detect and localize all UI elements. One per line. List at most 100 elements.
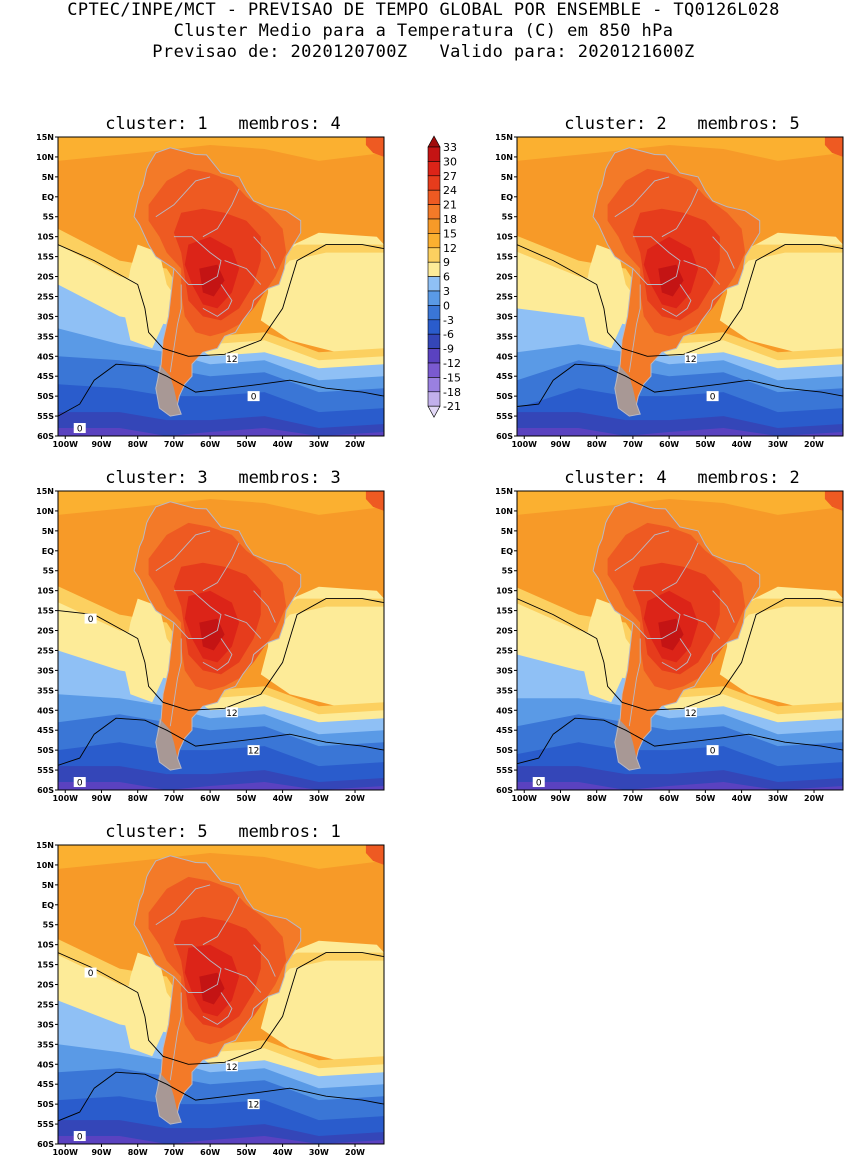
lat-tick-label: EQ <box>42 193 54 202</box>
country-border <box>661 188 699 238</box>
map-frame <box>57 136 385 437</box>
panel-2-title: cluster: 2 membros: 5 <box>564 114 800 134</box>
lat-tick-label: 5N <box>42 173 54 182</box>
lon-tick-label: 80W <box>128 440 148 449</box>
lat-tick-label: 5N <box>501 173 513 182</box>
lat-tick-label: 45S <box>496 726 513 735</box>
lat-tick-label: 55S <box>37 1120 54 1129</box>
country-border <box>683 260 721 285</box>
lat-tick-label: 15N <box>36 133 54 142</box>
lat-tick-label: 20S <box>496 627 513 636</box>
contour-0 <box>517 363 843 407</box>
lat-tick-label: 10S <box>37 941 54 950</box>
lat-tick-label: 35S <box>496 332 513 341</box>
lon-tick-label: 60W <box>659 440 679 449</box>
lon-tick-label: 30W <box>309 440 329 449</box>
colorbar-box <box>427 290 441 306</box>
contour-label: 0 <box>251 393 257 403</box>
lat-tick-label: 25S <box>496 646 513 655</box>
country-border <box>614 530 670 572</box>
country-border <box>712 236 735 269</box>
lon-tick-label: 70W <box>164 794 184 803</box>
lat-tick-label: 20S <box>496 273 513 282</box>
colorbar-box <box>427 348 441 364</box>
colorbar-label: 27 <box>443 170 457 183</box>
lat-tick-label: 5S <box>502 213 514 222</box>
lon-tick-label: 50W <box>695 794 715 803</box>
colorbar-label: 33 <box>443 141 457 154</box>
map-panel-2: 12 0 15N 10N 5N EQ 5S 10S 15S 20S 25S 30S 35S 40S 45S 5… <box>493 133 845 454</box>
lat-tick-label: 15N <box>36 487 54 496</box>
lat-tick-label: 60S <box>37 786 54 795</box>
panel-5-title: cluster: 5 membros: 1 <box>105 822 341 842</box>
lat-tick-label: 10N <box>36 507 54 516</box>
lat-tick-label: 10N <box>36 153 54 162</box>
lat-tick-label: 5S <box>43 921 55 930</box>
contour-label: 0 <box>77 425 83 435</box>
header-line-2: Cluster Medio para a Temperatura (C) em … <box>173 21 674 41</box>
lat-tick-label: 30S <box>37 312 54 321</box>
country-border <box>173 944 222 993</box>
contour-0 <box>58 1071 384 1122</box>
lon-tick-label: 50W <box>236 1148 256 1157</box>
lat-tick-label: 15S <box>496 607 513 616</box>
contour-label-box <box>73 1131 86 1142</box>
contour-label: 0 <box>710 747 716 757</box>
lon-tick-label: 90W <box>91 794 111 803</box>
lon-tick-label: 100W <box>52 1148 78 1157</box>
colorbar-label: 6 <box>443 271 450 284</box>
lat-tick-label: 45S <box>37 1080 54 1089</box>
lat-tick-label: 50S <box>496 746 513 755</box>
colorbar-box <box>427 204 441 220</box>
colorbar-box <box>427 333 441 349</box>
contour-label-box <box>684 353 697 364</box>
lat-tick-label: 15S <box>37 253 54 262</box>
lat-tick-label: 5N <box>42 527 54 536</box>
header-line-3: Previsao de: 2020120700Z Valido para: 20… <box>152 42 695 62</box>
panel-1-title: cluster: 1 membros: 4 <box>105 114 341 134</box>
panel-3-title: cluster: 3 membros: 3 <box>105 468 341 488</box>
colorbar-label: -9 <box>443 343 454 356</box>
contour-label-box <box>532 777 545 788</box>
coastline <box>133 501 302 771</box>
contour-label: 12 <box>226 709 237 719</box>
lat-tick-label: 15N <box>495 133 513 142</box>
lat-tick-label: 40S <box>496 706 513 715</box>
country-border <box>169 284 182 373</box>
lon-tick-label: 100W <box>52 440 78 449</box>
lon-tick-label: 30W <box>768 440 788 449</box>
lat-tick-label: 50S <box>37 1100 54 1109</box>
colorbar-box <box>427 276 441 292</box>
lon-tick-label: 90W <box>91 1148 111 1157</box>
colorbar-label: 0 <box>443 299 450 312</box>
country-border <box>661 542 699 592</box>
lon-tick-label: 50W <box>236 440 256 449</box>
lat-tick-label: 50S <box>37 746 54 755</box>
contour-label-box <box>73 423 86 434</box>
colorbar-label: -15 <box>443 371 461 384</box>
map-panel-1: 12 0 0 15N 10N 5N EQ 5S 10S 15S 20S 25S 30S 35S 40S 45S… <box>34 133 386 454</box>
colorbar-box <box>427 233 441 249</box>
colorbar-label: -3 <box>443 314 454 327</box>
lat-tick-label: 5N <box>501 527 513 536</box>
contour-label-box <box>684 707 697 718</box>
lat-tick-label: 5S <box>43 213 55 222</box>
colorbar-box <box>427 161 441 177</box>
contour-label: 12 <box>248 1101 259 1111</box>
contour-label-box <box>225 707 238 718</box>
contour-label: 12 <box>226 355 237 365</box>
country-border <box>202 638 233 671</box>
country-border <box>224 260 262 285</box>
lat-tick-label: 60S <box>496 432 513 441</box>
country-border <box>632 236 681 285</box>
country-border <box>661 284 692 317</box>
contour-label: 12 <box>226 1063 237 1073</box>
lat-tick-label: 25S <box>37 292 54 301</box>
country-border <box>169 992 182 1081</box>
map-frame <box>516 136 844 437</box>
lat-tick-label: 20S <box>37 273 54 282</box>
contour-12 <box>58 598 384 711</box>
lon-tick-label: 80W <box>587 794 607 803</box>
lon-tick-label: 100W <box>511 794 537 803</box>
